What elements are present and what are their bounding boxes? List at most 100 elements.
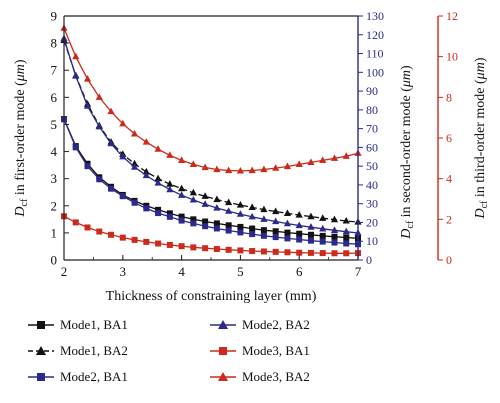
data-point-s5-2 — [83, 75, 92, 82]
data-point-s2-13 — [213, 225, 220, 232]
data-point-s0-12 — [202, 218, 209, 225]
data-point-s2-8 — [155, 210, 162, 217]
data-point-s4-10 — [178, 243, 185, 250]
y-axis-label-right: Dcf in third-order mode (μm) — [473, 57, 490, 219]
data-point-s2-4 — [108, 185, 115, 192]
data-point-s0-24 — [343, 234, 350, 241]
left-tick-label-0: 0 — [51, 253, 58, 268]
data-point-s0-15 — [237, 223, 244, 230]
x-axis-label: Thickness of constraining layer (mm) — [106, 289, 317, 304]
data-point-s2-11 — [190, 220, 197, 227]
data-point-s4-14 — [225, 246, 232, 253]
left-tick-label-8: 8 — [51, 36, 58, 51]
y-axis-label-mid: Dcf in second-order mode (μm) — [399, 65, 416, 240]
data-point-s5-12 — [201, 163, 209, 171]
data-point-s1-24 — [342, 216, 350, 224]
left-tick-label-3: 3 — [51, 171, 58, 186]
legend-swatch-mode3-ba1 — [210, 347, 236, 355]
data-point-s2-5 — [119, 193, 126, 200]
data-point-s5-4 — [107, 107, 115, 115]
data-point-s5-6 — [130, 129, 139, 137]
data-point-s5-16 — [248, 166, 256, 174]
series-line-3 — [63, 38, 359, 234]
data-point-s4-22 — [319, 250, 326, 257]
data-point-s1-7 — [142, 167, 150, 175]
data-point-s3-22 — [319, 224, 327, 232]
data-point-s4-8 — [155, 240, 162, 247]
series-line-0 — [63, 118, 359, 239]
data-point-s0-18 — [272, 228, 279, 235]
data-point-s1-9 — [166, 180, 174, 187]
data-point-s1-21 — [307, 212, 315, 220]
data-point-s2-15 — [237, 229, 244, 236]
data-point-s4-11 — [190, 244, 197, 251]
mid-tick-label-2: 20 — [366, 215, 378, 229]
data-point-s4-21 — [307, 249, 314, 256]
y-axis-label-left: Dcf in first-order mode (μm) — [13, 59, 30, 217]
legend-swatch-mode3-ba2 — [210, 372, 236, 381]
data-point-s3-24 — [342, 227, 350, 235]
mid-tick-label-8: 80 — [366, 103, 378, 117]
data-point-s2-10 — [178, 217, 185, 224]
data-point-s3-20 — [295, 221, 303, 229]
data-point-s4-9 — [166, 241, 173, 248]
legend-label-mode3-ba2: Mode3, BA2 — [242, 369, 310, 384]
data-point-s4-16 — [249, 248, 256, 255]
mid-tick-label-10: 100 — [366, 65, 384, 79]
data-point-s5-1 — [72, 52, 80, 60]
data-point-s5-8 — [154, 145, 162, 152]
x-tick-label-0: 2 — [61, 264, 68, 279]
data-point-s4-6 — [131, 236, 138, 243]
data-point-s0-9 — [166, 210, 173, 217]
mid-tick-label-4: 40 — [366, 178, 378, 192]
data-point-s3-23 — [330, 226, 339, 233]
data-point-s2-6 — [131, 199, 138, 206]
data-point-s3-9 — [166, 185, 174, 193]
legend-swatch-mode2-ba1 — [28, 373, 54, 381]
data-point-s1-8 — [154, 174, 162, 182]
data-point-s3-14 — [225, 207, 233, 214]
mid-tick-label-12: 120 — [366, 28, 384, 42]
data-point-s3-19 — [283, 219, 292, 227]
data-point-s4-4 — [108, 231, 115, 238]
data-point-s5-21 — [307, 158, 315, 165]
data-point-s5-5 — [119, 119, 127, 127]
data-point-s4-23 — [331, 250, 338, 257]
data-point-s1-11 — [189, 188, 197, 196]
data-point-s1-12 — [201, 192, 209, 199]
data-point-s3-4 — [107, 139, 115, 147]
data-point-s4-24 — [343, 250, 350, 257]
legend-swatch-mode1-ba2 — [28, 346, 54, 355]
data-point-s1-14 — [225, 198, 233, 206]
data-point-s3-3 — [95, 122, 103, 130]
data-point-s4-19 — [284, 249, 291, 256]
data-point-s3-5 — [119, 152, 127, 160]
data-point-s1-10 — [178, 184, 186, 192]
data-point-s4-15 — [237, 247, 244, 254]
data-point-s1-15 — [236, 200, 244, 208]
data-point-s3-8 — [154, 179, 162, 186]
data-point-s0-11 — [190, 216, 197, 223]
data-point-s3-18 — [272, 217, 280, 225]
x-tick-label-3: 5 — [237, 264, 244, 279]
legend-item-mode1-ba2: Mode1, BA2 — [28, 342, 128, 360]
data-point-s0-14 — [225, 222, 232, 229]
data-point-s3-12 — [201, 200, 209, 207]
data-point-s2-20 — [296, 236, 303, 243]
data-point-s3-15 — [236, 210, 244, 217]
mid-tick-label-13: 130 — [366, 9, 384, 23]
x-tick-label-2: 4 — [178, 264, 185, 279]
data-point-s4-18 — [272, 248, 279, 255]
data-point-s4-3 — [96, 228, 103, 235]
right-tick-label-6: 12 — [446, 9, 458, 23]
data-point-s5-3 — [95, 93, 103, 100]
data-point-s0-19 — [284, 229, 291, 236]
legend-item-mode3-ba2: Mode3, BA2 — [210, 368, 310, 386]
data-point-s0-10 — [178, 213, 185, 220]
left-tick-label-5: 5 — [51, 117, 58, 132]
data-point-s5-13 — [213, 165, 221, 173]
x-tick-label-5: 7 — [355, 264, 362, 279]
data-point-s2-18 — [272, 234, 279, 241]
data-point-s5-15 — [236, 166, 244, 174]
